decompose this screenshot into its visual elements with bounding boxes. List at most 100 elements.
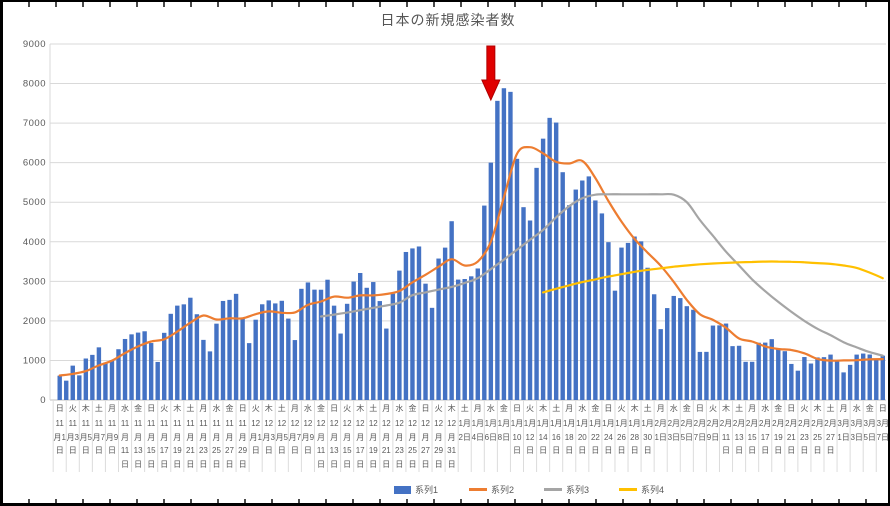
bar [358,272,363,400]
bar [148,343,154,400]
x-axis-label-date-part: 月1 [53,432,66,442]
x-axis-label-date-part: 日 [290,446,299,456]
x-axis-label-date-part: 11 [120,418,130,428]
x-axis-label-date-part: 3月 [850,418,863,428]
x-axis-label-date-part: 日 [617,446,626,456]
x-axis-label-date-part: 月 [199,432,208,442]
x-axis-label: 火 11 月3 日 [66,402,80,458]
x-axis-label: 火 12 月 29 日 [432,402,446,472]
x-axis-label-date-part: 1月 [589,418,602,428]
bar [103,362,108,400]
x-axis-label-date-part: 月 [238,432,247,442]
x-axis-label-date-part: 23 [394,446,404,456]
x-axis-label: 火 12 月1 日 [249,402,263,458]
y-tick-label: 7000 [23,118,46,129]
bar [331,305,337,400]
x-axis-label-date-part: 3月 [837,418,850,428]
x-axis-label-weekday: 土 [735,404,744,413]
x-axis-label-weekday: 日 [878,404,887,413]
plot-area: 0 1000 2000 3000 4000 5000 6000 7000 8000 9000 [23,39,886,472]
bar [815,357,820,400]
x-axis-label-date-part: 2月 [758,418,772,428]
bar [573,189,578,400]
x-axis-label-date-part: 月7 [92,432,106,442]
x-axis-label-date-part: 月 [343,432,352,442]
bar [795,370,801,400]
y-tick-label: 6000 [23,158,46,169]
x-axis-label-date-part: 11 [160,418,169,428]
bar [717,325,722,400]
bar [162,332,167,400]
x-axis-label-weekday: 火 [709,404,717,413]
x-axis-label-date-part: 日 [630,446,639,456]
x-axis-label: 土 12 月5 日 [275,402,289,458]
x-axis-label-date-part: 15 [342,446,352,456]
x-axis-label-date-part: 日 [55,446,64,456]
bar [364,287,369,400]
x-axis-label: 木 1月 14 日 [536,402,550,458]
x-axis-label-date-part: 日 [121,460,129,470]
x-axis-label-date-part: 2月 [680,418,694,428]
x-axis-label-date-part: 12 [434,418,444,428]
x-axis-label-date-part: 日 [81,446,90,456]
x-axis-label-date-part: 10 [512,432,522,442]
x-axis-label-date-part: 1月 [576,418,589,428]
x-axis-label: 日 11 月 15 日 [144,402,158,472]
x-axis-label-date-part: 月 [212,432,221,442]
y-tick-label: 2000 [23,316,46,327]
bar [325,279,330,400]
x-axis-label-date-part: 月1 [249,432,262,442]
x-axis-label-weekday: 月 [565,404,574,413]
x-axis-label-date-part: 11 [212,418,221,428]
bar [83,358,89,400]
x-axis-label: 水 2月 3日 [667,402,681,444]
bar [547,117,552,400]
x-axis-label: 日 11 月1 日 [53,402,67,458]
x-axis-label: 水 12 月 23 日 [392,402,406,472]
bar [540,138,546,400]
bar [828,354,833,400]
bar [318,289,324,400]
x-axis-label-date-part: 3月 [876,418,890,428]
x-axis-label-date-part: 日 [643,446,652,456]
x-axis-label-date-part: 13 [734,432,744,442]
bar [619,247,624,400]
legend-item-3: 系列3 [544,483,619,496]
x-axis-label-date-part: 19 [368,446,378,456]
bar [227,299,232,400]
bar [632,236,637,400]
x-axis-label-date-part: 月 [356,432,365,442]
x-axis-label-date-part: 24 [603,432,613,442]
x-axis-label-date-part: 月 [160,432,169,442]
x-axis-label-weekday: 金 [682,404,691,413]
bar [194,314,200,400]
bar [867,354,872,400]
bar [749,361,755,400]
bar [175,305,180,400]
bar [442,247,448,400]
bar [534,167,539,400]
bar [847,364,853,400]
bar [214,323,219,400]
x-axis-label-date-part: 26 [617,432,626,442]
bar [90,354,95,400]
x-axis-label-date-part: 日 [565,446,574,456]
bar [730,346,735,400]
x-axis-label-date-part: 31 [447,446,457,456]
x-axis-label-date-part: 日 [578,446,587,456]
x-axis-label-weekday: 金 [774,404,783,413]
bar [77,375,82,400]
x-axis-label-date-part: 2月 [693,418,707,428]
x-axis-label: 金 1月 8日 [497,402,511,444]
bar [129,334,134,400]
x-axis-label-weekday: 日 [695,404,704,413]
bar [488,162,494,400]
y-tick-label: 1000 [23,355,46,366]
x-axis-label-weekday: 金 [134,404,143,413]
y-tick-label: 4000 [23,237,46,248]
x-axis-label-date-part: 1日 [837,432,850,442]
x-axis-label: 木 12 月 17 日 [353,402,367,472]
bar [351,281,356,400]
x-axis-label: 木 11 月 19 日 [170,402,184,472]
bar [508,91,513,401]
